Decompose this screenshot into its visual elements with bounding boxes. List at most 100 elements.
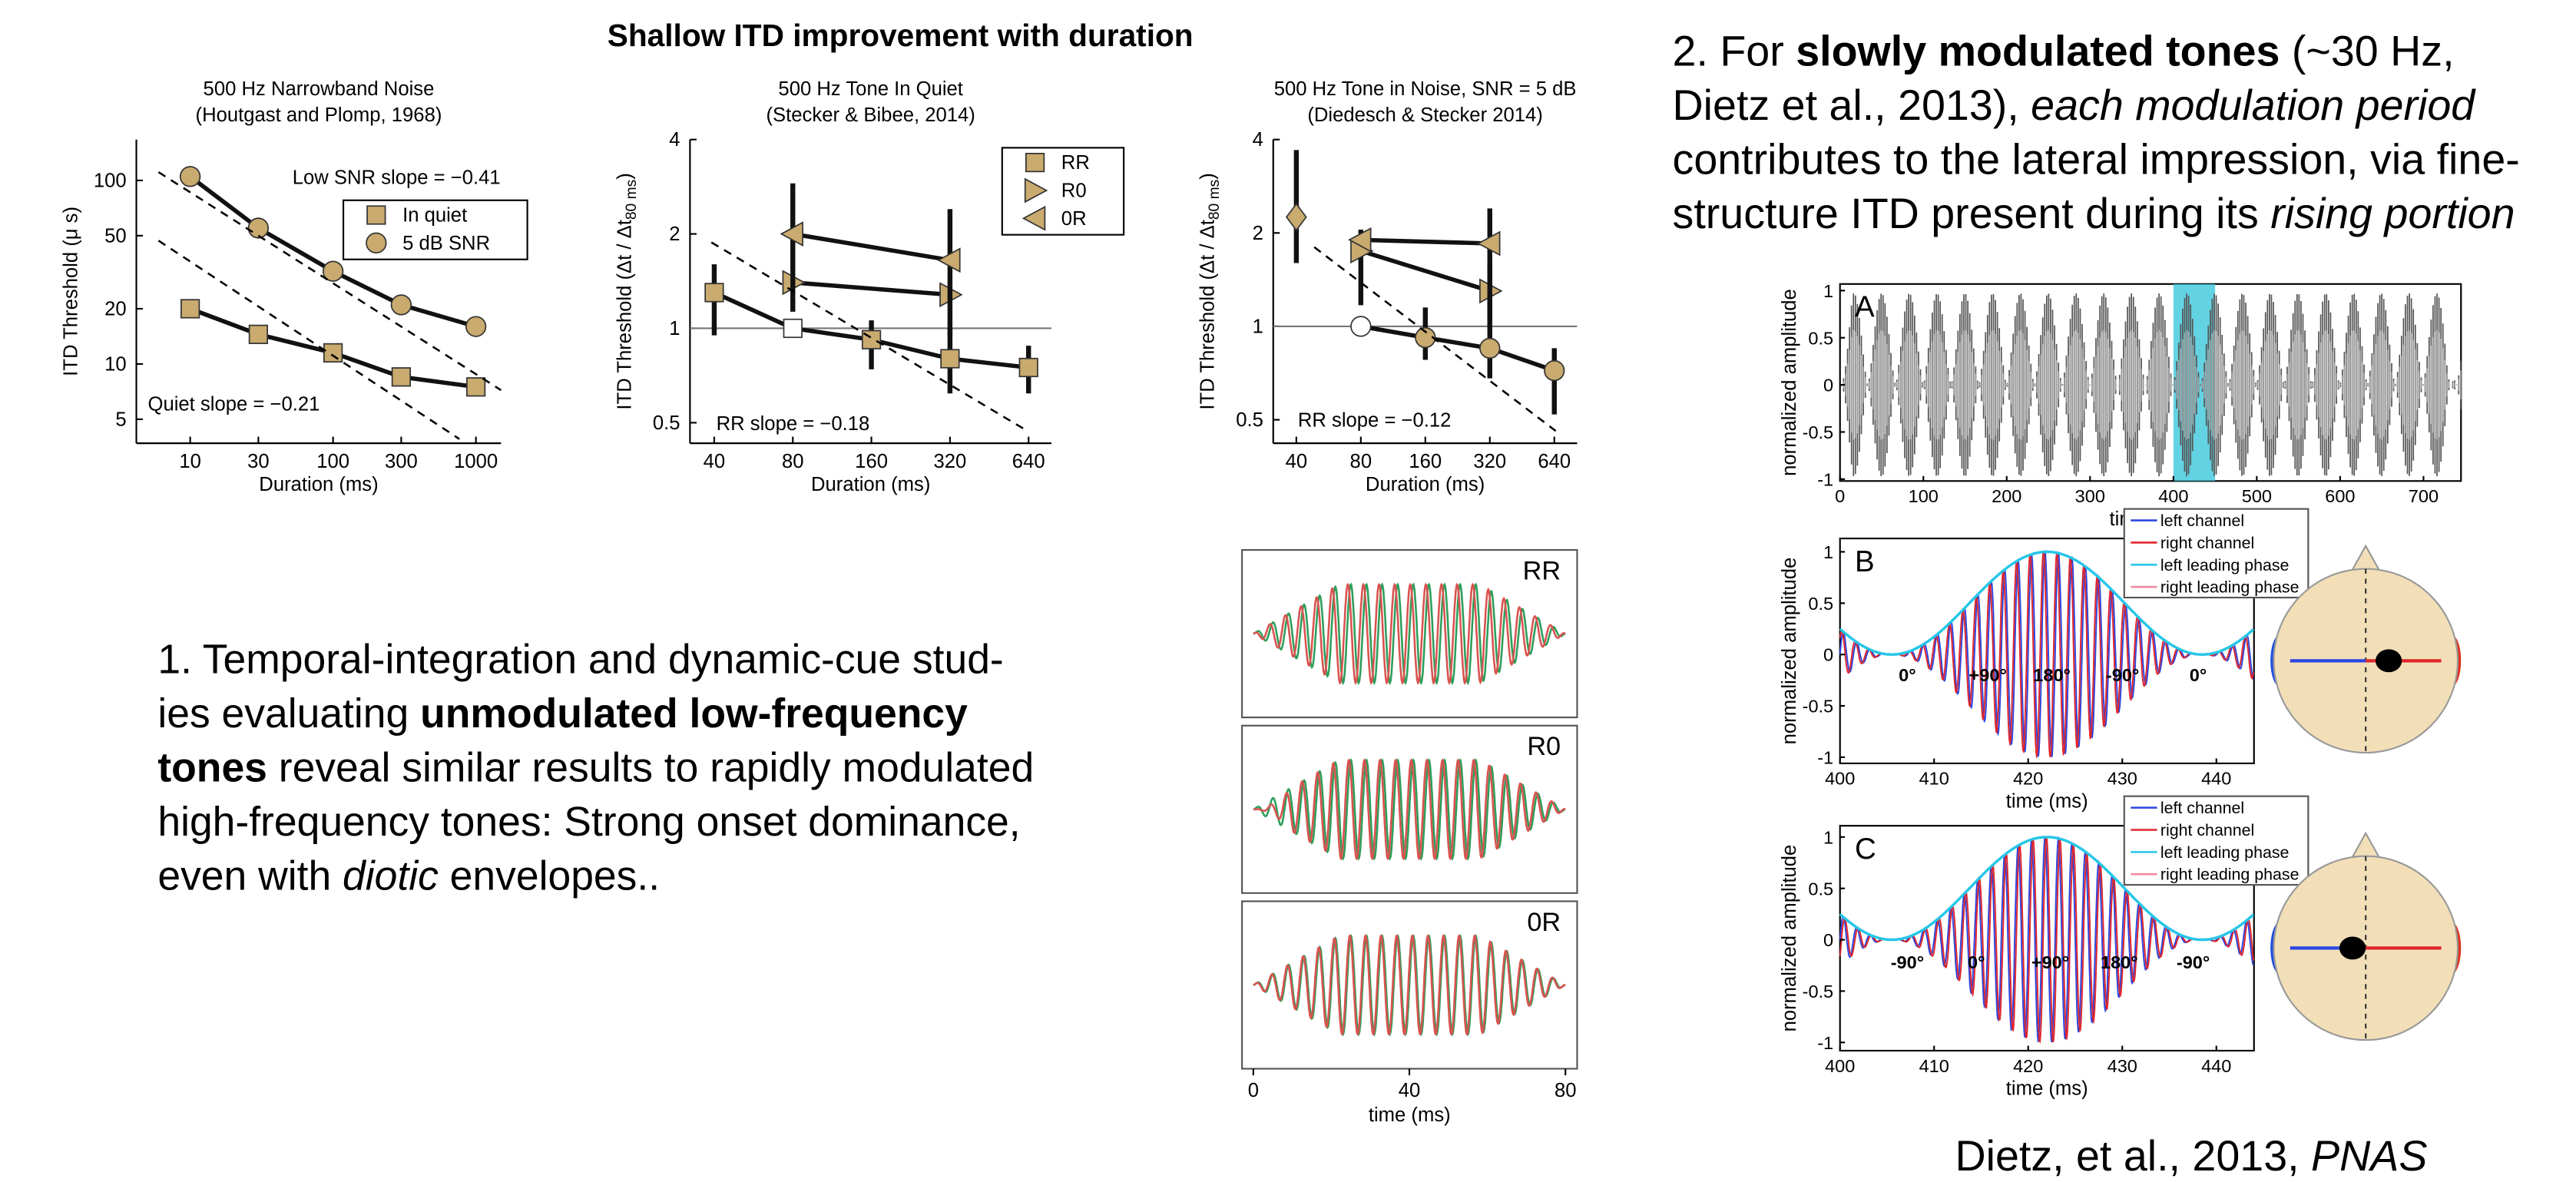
legend-label: R0	[1061, 180, 1087, 202]
text-run: unmodulated low-frequency	[420, 691, 968, 737]
text-line: contributes to the lateral impression, v…	[1673, 136, 2520, 184]
text-run: even with	[157, 854, 343, 899]
marker	[1348, 227, 1372, 253]
x-tick-label: 440	[2201, 769, 2231, 789]
text-run: rising portion	[2270, 190, 2515, 237]
text-run: reveal similar results to rapidly modula…	[267, 745, 1034, 790]
x-tick-label: 100	[316, 451, 349, 472]
legend-label: left leading phase	[2160, 843, 2290, 862]
text-run: diotic	[343, 854, 439, 899]
series-line	[1360, 237, 1490, 246]
y-tick-label: 0	[1823, 645, 1833, 665]
x-axis-label: Duration (ms)	[811, 474, 930, 495]
text-line: high-frequency tones: Strong onset domin…	[157, 800, 1020, 845]
x-tick-label: 200	[1992, 486, 2021, 506]
y-tick-label: -1	[1817, 1033, 1833, 1053]
marker	[1024, 177, 1048, 204]
text-line: 1. Temporal-integration and dynamic-cue …	[157, 637, 1003, 682]
y-tick-label: 1	[1253, 316, 1263, 337]
x-tick-label: 410	[1919, 769, 1949, 789]
series-line	[792, 231, 951, 263]
marker	[322, 260, 344, 282]
legend-label: In quiet	[402, 205, 467, 227]
x-tick-label: 300	[2075, 486, 2105, 506]
text-line: Dietz, et al., 2013, PNAS	[1955, 1132, 2427, 1180]
text-run: high-frequency tones: Strong onset domin…	[157, 800, 1020, 845]
legend-box	[2123, 508, 2309, 599]
y-tick-label: 10	[104, 353, 127, 375]
panel-label: 0R	[1527, 908, 1561, 937]
y-tick-label: -0.5	[1803, 697, 1834, 717]
marker	[1285, 203, 1307, 232]
y-axis-label: ITD Threshold (Δt / Δt80 ms)	[1197, 173, 1223, 409]
text-run: tones	[157, 745, 267, 790]
lateral-position	[2376, 649, 2402, 673]
text-run: (~30 Hz,	[2280, 28, 2454, 75]
x-tick-label: 80	[782, 451, 804, 472]
text-run: ies evaluating	[157, 691, 420, 737]
marker	[180, 299, 200, 319]
x-tick-label: 700	[2409, 486, 2439, 506]
phase-label: 180°	[2101, 952, 2138, 972]
annotation: Quiet slope = −0.21	[148, 393, 320, 415]
legend-label: right channel	[2160, 821, 2254, 839]
x-tick-label: 420	[2013, 1056, 2043, 1076]
lateral-position	[2339, 936, 2366, 960]
series-line	[1359, 249, 1491, 293]
panel-label: R0	[1527, 732, 1561, 761]
marker	[783, 318, 803, 339]
y-tick-label: 0.5	[1808, 879, 1833, 899]
marker	[465, 316, 487, 337]
x-tick-label: 0	[1835, 486, 1845, 506]
x-axis-label: Duration (ms)	[259, 474, 378, 495]
slide-title: Shallow ITD improvement with duration	[608, 18, 1194, 53]
marker	[248, 324, 268, 344]
y-tick-label: 0.5	[1808, 328, 1833, 348]
legend-label: 0R	[1061, 208, 1087, 230]
x-tick-label: 400	[1825, 1056, 1855, 1076]
y-tick-label: 1	[1823, 542, 1833, 562]
x-tick-label: 400	[1825, 769, 1855, 789]
x-axis-label: time (ms)	[2006, 1078, 2088, 1100]
text-run: structure ITD present during its	[1673, 190, 2271, 237]
text-run: PNAS	[2311, 1132, 2427, 1180]
y-axis-label: normalized amplitude	[1779, 289, 1800, 476]
legend-label: left channel	[2160, 512, 2244, 530]
y-axis-label-sub: 80 ms	[1207, 180, 1223, 220]
phase-label: 0°	[1899, 665, 1915, 685]
marker	[1476, 230, 1501, 257]
waveform	[1253, 758, 1566, 861]
legend-label: RR	[1061, 152, 1090, 174]
text-run: each modulation period	[2031, 81, 2476, 129]
text-line: structure ITD present during its rising …	[1673, 190, 2515, 237]
phase-label: -90°	[2177, 952, 2210, 972]
legend-label: right channel	[2160, 534, 2254, 552]
x-tick-label: 500	[2242, 486, 2272, 506]
fit-line	[157, 240, 460, 440]
waveform	[1839, 550, 2255, 656]
marker	[937, 247, 961, 273]
legend-box	[1001, 147, 1125, 236]
series-line	[1360, 324, 1555, 373]
waveform	[1253, 933, 1566, 1037]
text-run: 1. Temporal-integration and dynamic-cue …	[157, 637, 1003, 682]
x-axis-label: Duration (ms)	[1366, 474, 1485, 495]
chart-title: 500 Hz Tone In Quiet	[778, 78, 963, 100]
phase-label: -90°	[1891, 952, 1924, 972]
y-axis-label: ITD Threshold (μ s)	[61, 207, 82, 376]
text-run: Dietz et al., 2013),	[1673, 81, 2031, 129]
y-tick-label: 50	[104, 225, 127, 247]
y-tick-label: 100	[94, 170, 127, 191]
x-tick-label: 160	[1409, 451, 1442, 472]
text-line: ies evaluating unmodulated low-frequency	[157, 691, 968, 737]
y-axis-label: ITD Threshold (Δt / Δt80 ms)	[614, 173, 639, 409]
y-axis-label: normalized amplitude	[1779, 558, 1800, 745]
text-line: tones reveal similar results to rapidly …	[157, 745, 1034, 790]
panel-label: B	[1855, 545, 1875, 578]
legend-label: right leading phase	[2160, 578, 2300, 597]
waveform	[1839, 836, 2255, 1044]
y-tick-label: 5	[115, 409, 126, 430]
y-tick-label: 1	[669, 318, 680, 339]
marker	[1544, 359, 1565, 382]
marker	[1479, 337, 1501, 359]
